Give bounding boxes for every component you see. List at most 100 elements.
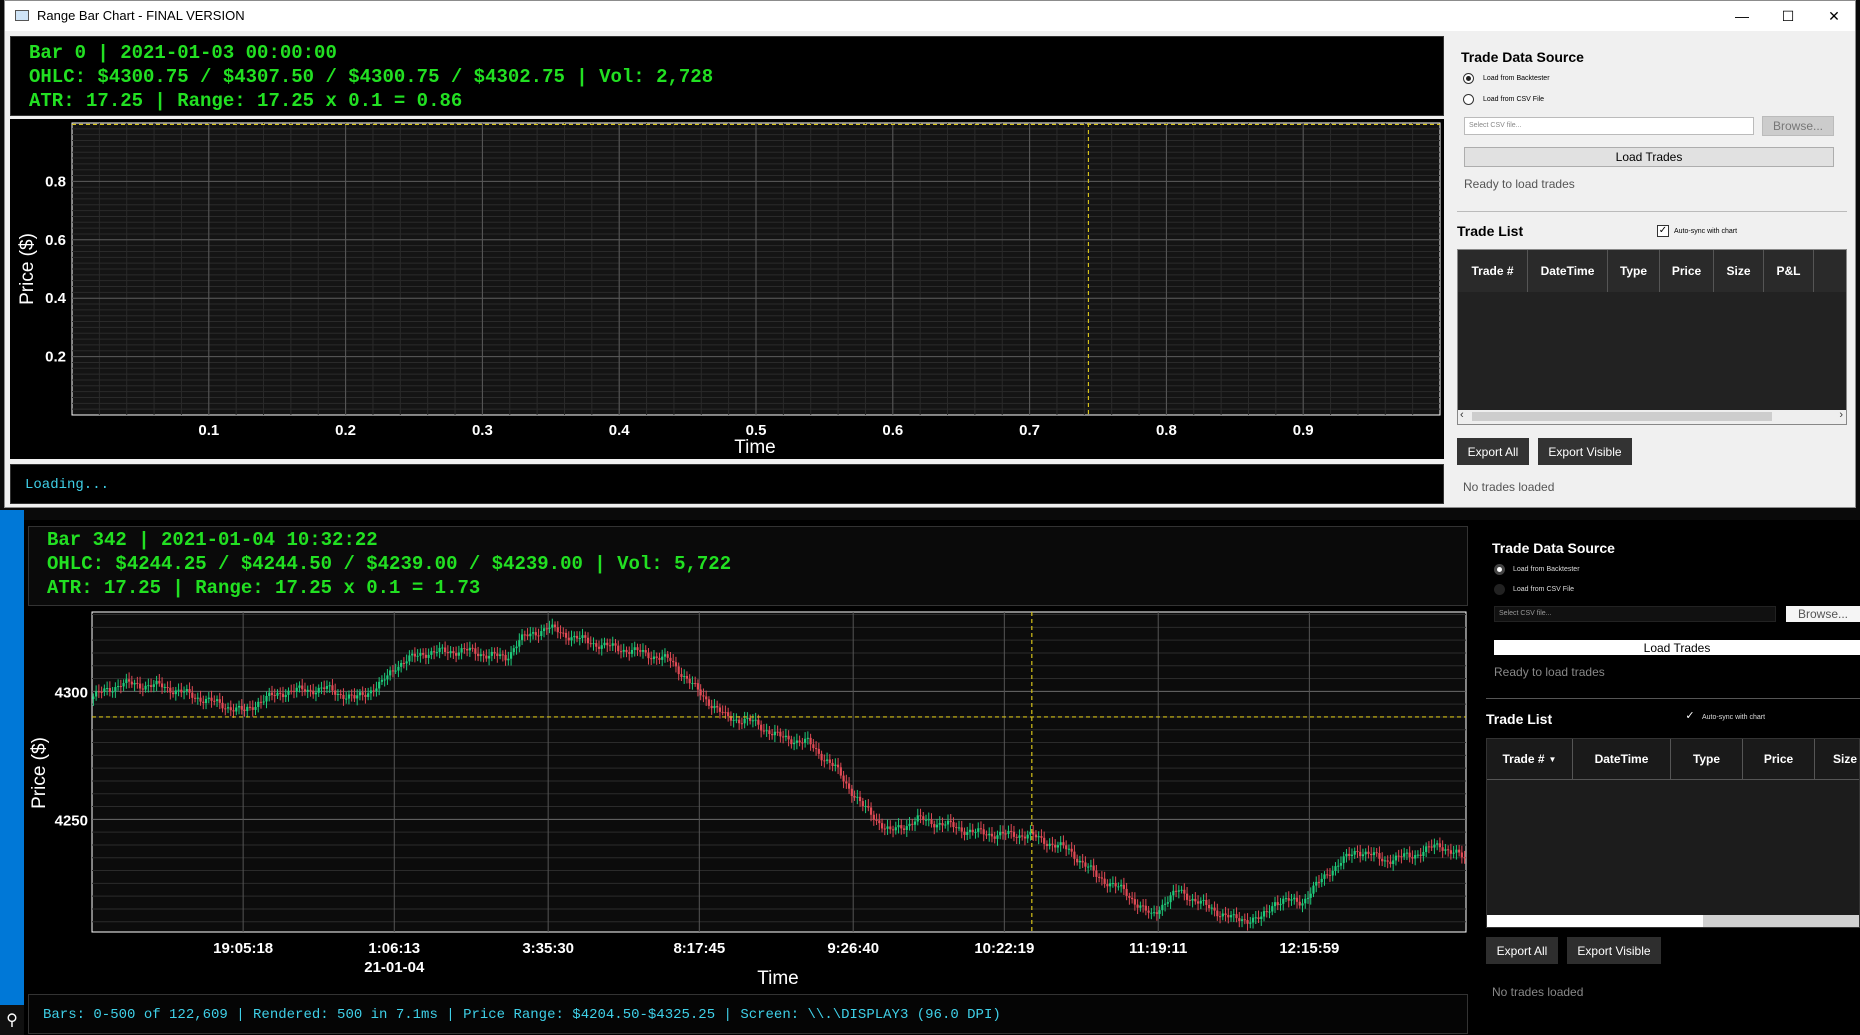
- candle: [765, 723, 768, 737]
- radio-csv[interactable]: [1494, 584, 1505, 595]
- candle: [254, 701, 257, 716]
- status-bar: Bars: 0-500 of 122,609 | Rendered: 500 i…: [28, 994, 1468, 1034]
- candle: [92, 693, 95, 706]
- autosync-checkbox[interactable]: ✓: [1657, 225, 1669, 237]
- browse-button[interactable]: Browse...: [1786, 606, 1860, 622]
- autosync-checkbox[interactable]: ✓: [1685, 710, 1695, 722]
- close-icon[interactable]: ✕: [1828, 7, 1840, 24]
- csv-path-placeholder: Select CSV file...: [1499, 610, 1552, 617]
- col-price[interactable]: Price: [1743, 739, 1815, 779]
- col-price[interactable]: Price: [1660, 250, 1714, 292]
- crosshair: [72, 123, 1440, 415]
- candle: [1158, 906, 1161, 919]
- candle: [1238, 912, 1241, 928]
- minimize-icon[interactable]: —: [1735, 8, 1749, 24]
- candle: [1051, 836, 1054, 852]
- candle: [529, 626, 532, 643]
- candle: [229, 700, 232, 717]
- export-visible-button[interactable]: Export Visible: [1567, 937, 1661, 964]
- candle: [776, 725, 779, 736]
- x-tick-label: 0.7: [1019, 422, 1040, 439]
- candle: [1279, 897, 1282, 911]
- col-size[interactable]: Size: [1832, 752, 1857, 766]
- export-visible-button[interactable]: Export Visible: [1538, 438, 1632, 465]
- candle: [1229, 910, 1233, 922]
- candle: [441, 644, 444, 655]
- candle: [798, 735, 801, 747]
- candle: [864, 799, 867, 814]
- candle: [1037, 831, 1040, 845]
- candle: [916, 808, 919, 826]
- candle: [218, 692, 221, 710]
- maximize-icon[interactable]: ☐: [1781, 7, 1795, 24]
- bar-info-line: Bar 0 | 2021-01-03 00:00:00: [29, 42, 337, 64]
- trade-table[interactable]: Trade # ▼ DateTime Type Price Size: [1486, 738, 1860, 928]
- x-tick-label: 0.8: [1156, 422, 1177, 439]
- candle: [138, 676, 142, 695]
- load-trades-button[interactable]: Load Trades: [1464, 147, 1834, 167]
- col-type[interactable]: Type: [1608, 250, 1660, 292]
- col-type[interactable]: Type: [1671, 739, 1743, 779]
- candle: [1125, 882, 1128, 901]
- candle: [834, 758, 837, 772]
- radio-backtester[interactable]: [1494, 564, 1505, 575]
- candle: [655, 652, 658, 665]
- taskbar-search-icon[interactable]: ⚲: [0, 1005, 24, 1035]
- candle: [303, 682, 307, 696]
- y-axis-label: Price ($): [17, 233, 38, 305]
- candle: [215, 695, 219, 708]
- candle: [639, 643, 642, 657]
- scrollbar-thumb[interactable]: [1472, 412, 1772, 421]
- candle: [1262, 906, 1266, 922]
- col-trade-num[interactable]: Trade #: [1458, 250, 1528, 292]
- candle: [614, 639, 617, 653]
- candle: [652, 650, 656, 664]
- candle: [281, 686, 285, 703]
- candle: [235, 703, 238, 716]
- horizontal-scrollbar[interactable]: [1487, 915, 1859, 927]
- scrollbar-thumb[interactable]: [1703, 915, 1859, 927]
- scroll-right-icon[interactable]: ›: [1839, 409, 1843, 421]
- candle: [1133, 892, 1136, 911]
- candle: [314, 686, 318, 702]
- candle: [537, 628, 540, 643]
- candle: [872, 810, 875, 826]
- radio-backtester[interactable]: [1463, 73, 1474, 84]
- trade-table[interactable]: Trade # DateTime Type Price Size P&L ‹ ›: [1457, 249, 1847, 425]
- export-all-button[interactable]: Export All: [1486, 937, 1558, 964]
- title-bar[interactable]: Range Bar Chart - FINAL VERSION — ☐ ✕: [5, 1, 1855, 31]
- col-datetime[interactable]: DateTime: [1573, 739, 1671, 779]
- horizontal-scrollbar[interactable]: ‹ ›: [1458, 409, 1846, 424]
- candle: [257, 697, 260, 713]
- col-datetime[interactable]: DateTime: [1528, 250, 1608, 292]
- candle: [644, 645, 647, 657]
- candle: [1174, 883, 1178, 898]
- candle: [699, 684, 702, 701]
- browse-button[interactable]: Browse...: [1762, 116, 1834, 136]
- candle: [259, 695, 263, 709]
- empty-price-chart[interactable]: 0.1 0.2 0.3 0.4 0.5 0.6 0.7 0.8 0.9 0.2 0.4 0.6 0.8…: [10, 119, 1444, 459]
- col-trade-num[interactable]: Trade # ▼: [1487, 739, 1573, 779]
- radio-csv[interactable]: [1463, 94, 1474, 105]
- export-all-button[interactable]: Export All: [1457, 438, 1529, 465]
- candle: [1034, 830, 1038, 842]
- csv-path-input[interactable]: Select CSV file...: [1464, 117, 1754, 135]
- candle: [727, 707, 730, 722]
- candle: [905, 819, 908, 837]
- candle: [204, 695, 208, 710]
- candle: [930, 813, 933, 828]
- price-candlestick-chart[interactable]: 19:05:18 1:06:13 21-01-04 3:35:30 8:17:45 9:2…: [28, 610, 1468, 1010]
- col-size[interactable]: Size: [1714, 250, 1764, 292]
- candle: [1169, 892, 1172, 909]
- col-pnl[interactable]: P&L: [1764, 250, 1814, 292]
- crosshair: [92, 612, 1466, 932]
- candle: [1419, 847, 1422, 863]
- candle: [339, 689, 342, 699]
- scroll-left-icon[interactable]: ‹: [1460, 409, 1464, 421]
- candle: [1163, 896, 1167, 912]
- desktop-background: [0, 510, 24, 1035]
- candle: [721, 705, 724, 716]
- candle: [279, 687, 282, 701]
- csv-path-input[interactable]: Select CSV file...: [1494, 606, 1776, 622]
- load-trades-button[interactable]: Load Trades: [1494, 640, 1860, 655]
